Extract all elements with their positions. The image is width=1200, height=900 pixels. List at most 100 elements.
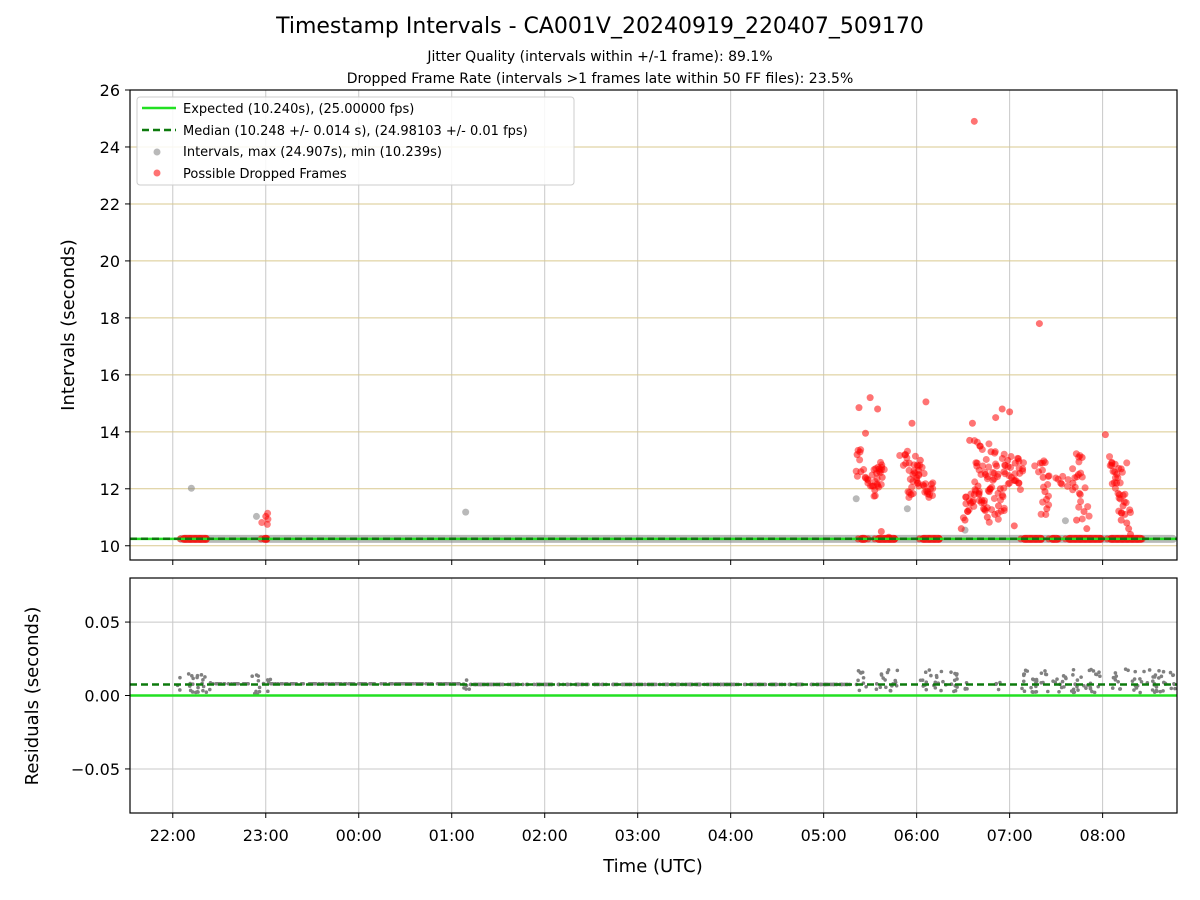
dropped-frame-point bbox=[1019, 467, 1027, 475]
residual-point bbox=[1043, 669, 1047, 673]
residual-point bbox=[933, 680, 938, 685]
dropped-frame-point bbox=[992, 414, 1000, 422]
dropped-frame-point bbox=[922, 398, 930, 406]
residual-point bbox=[196, 685, 200, 690]
dropped-frame-point bbox=[1123, 459, 1131, 467]
residual-point bbox=[1023, 668, 1028, 673]
bottom-ytick-label: −0.05 bbox=[71, 760, 120, 779]
dropped-frame-point bbox=[970, 437, 978, 445]
residual-point bbox=[878, 685, 883, 690]
residual-point bbox=[1029, 685, 1033, 690]
residual-point bbox=[424, 681, 428, 686]
residual-point bbox=[939, 688, 943, 693]
dropped-frame-point bbox=[904, 488, 912, 496]
dropped-frame-point bbox=[862, 429, 870, 437]
dropped-frame-point bbox=[970, 117, 978, 125]
residual-point bbox=[1030, 690, 1035, 694]
residual-point bbox=[888, 689, 893, 693]
residual-point bbox=[489, 682, 493, 687]
dropped-frame-point bbox=[990, 495, 998, 503]
dropped-frame-point bbox=[921, 480, 929, 488]
residual-point bbox=[941, 679, 945, 684]
residual-point bbox=[203, 675, 207, 679]
top-ytick-label: 26 bbox=[100, 81, 120, 100]
top-ytick-label: 20 bbox=[100, 252, 120, 271]
residual-point bbox=[1139, 679, 1144, 684]
residual-point bbox=[856, 669, 861, 673]
dropped-frame-point bbox=[1110, 479, 1118, 487]
dropped-frame-point bbox=[856, 456, 864, 464]
residual-point bbox=[818, 682, 823, 687]
bottom-ytick-label: 0.05 bbox=[84, 613, 120, 632]
dropped-frame-point bbox=[1069, 465, 1077, 473]
legend-box bbox=[136, 96, 575, 186]
dropped-frame-point bbox=[1111, 484, 1119, 492]
dropped-frame-point bbox=[1052, 474, 1060, 482]
residual-point bbox=[860, 670, 865, 675]
residual-point bbox=[1020, 686, 1024, 691]
residual-point bbox=[256, 678, 261, 683]
dropped-frame-point bbox=[1044, 472, 1052, 480]
residual-point bbox=[963, 686, 968, 691]
residual-point bbox=[195, 673, 200, 678]
residual-point bbox=[1152, 690, 1157, 694]
residual-point bbox=[324, 681, 329, 686]
residual-point bbox=[1173, 686, 1177, 691]
legend-expected-label: Expected (10.240s), (25.00000 fps) bbox=[183, 102, 414, 117]
dropped-frame-point bbox=[920, 469, 928, 477]
residual-point bbox=[1171, 673, 1176, 677]
dropped-frame-point bbox=[872, 465, 880, 473]
dropped-frame-point bbox=[1000, 450, 1008, 458]
residual-point bbox=[532, 682, 536, 687]
dropped-frame-point bbox=[1116, 479, 1124, 487]
residual-point bbox=[1132, 688, 1136, 692]
dropped-frame-point bbox=[1123, 519, 1131, 527]
residual-point bbox=[1022, 689, 1027, 693]
dropped-frame-point bbox=[866, 394, 874, 402]
dropped-frame-point bbox=[1045, 501, 1053, 509]
dropped-frame-point bbox=[910, 467, 918, 475]
dropped-frame-point bbox=[957, 525, 965, 533]
dropped-frame-point bbox=[1080, 508, 1088, 516]
dropped-frame-point bbox=[988, 506, 996, 514]
dropped-frame-point bbox=[867, 482, 875, 490]
interval-point bbox=[1061, 517, 1069, 525]
residual-point bbox=[268, 677, 273, 682]
residual-point bbox=[874, 682, 879, 686]
dropped-frame-point bbox=[914, 479, 922, 487]
residual-point bbox=[565, 682, 570, 687]
residual-point bbox=[201, 678, 205, 682]
dropped-frame-point bbox=[959, 514, 967, 522]
legend-intervals-label: Intervals, max (24.907s), min (10.239s) bbox=[183, 145, 442, 160]
residual-point bbox=[885, 670, 890, 675]
dropped-frame-point bbox=[1085, 512, 1093, 520]
residual-point bbox=[874, 687, 879, 692]
legend-intervals-swatch bbox=[153, 148, 161, 156]
dropped-frame-point bbox=[1010, 476, 1018, 484]
dropped-frame-point bbox=[975, 490, 983, 498]
residual-point bbox=[268, 681, 273, 686]
residual-point bbox=[1157, 668, 1161, 673]
intervals-plot-frame bbox=[129, 89, 1178, 561]
residuals-y-axis-label: Residuals (seconds) bbox=[22, 607, 43, 786]
dropped-frame-point bbox=[911, 452, 919, 460]
dropped-frame-point bbox=[1010, 522, 1018, 530]
legend: Expected (10.240s), (25.00000 fps) Media… bbox=[136, 96, 575, 186]
dropped-frame-point bbox=[969, 498, 977, 506]
residual-point bbox=[1092, 690, 1097, 695]
residual-point bbox=[1130, 679, 1135, 683]
residual-point bbox=[1147, 668, 1152, 672]
residual-point bbox=[1071, 687, 1076, 692]
dropped-frame-point bbox=[1077, 497, 1085, 505]
dropped-frame-point bbox=[983, 475, 991, 483]
residual-point bbox=[1076, 688, 1080, 692]
legend-dropped-swatch bbox=[153, 169, 161, 177]
dropped-frame-point bbox=[991, 449, 999, 457]
residuals-plot: −0.05 0.00 0.05 22:00 23:00 00:00 01:00 02:00 0… bbox=[22, 577, 1178, 877]
residual-point bbox=[204, 690, 209, 695]
residual-point bbox=[954, 673, 959, 677]
dropped-frame-point bbox=[1115, 464, 1123, 472]
residual-point bbox=[895, 668, 900, 673]
dropped-frame-point bbox=[915, 471, 923, 479]
